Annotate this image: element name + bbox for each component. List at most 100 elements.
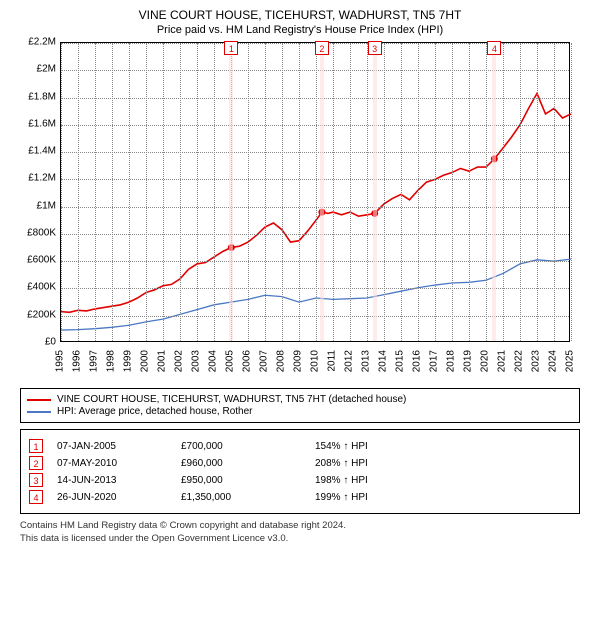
grid-line-vertical: [146, 43, 147, 341]
chart-title-block: VINE COURT HOUSE, TICEHURST, WADHURST, T…: [12, 8, 588, 36]
y-tick-label: £1.4M: [28, 146, 56, 157]
sales-hpi: 154% ↑ HPI: [315, 441, 435, 452]
y-tick-label: £400K: [27, 282, 56, 293]
grid-line-vertical: [248, 43, 249, 341]
sales-hpi: 198% ↑ HPI: [315, 475, 435, 486]
footer-attribution: Contains HM Land Registry data © Crown c…: [20, 520, 580, 546]
sales-num-box: 1: [29, 439, 43, 453]
grid-line-vertical: [571, 43, 572, 341]
sales-date: 14-JUN-2013: [57, 475, 167, 486]
y-tick-label: £2M: [37, 64, 56, 75]
plot-area: 1234: [60, 42, 570, 342]
sale-marker-box: 3: [368, 41, 382, 55]
sales-row: 426-JUN-2020£1,350,000199% ↑ HPI: [29, 490, 571, 504]
grid-line-vertical: [384, 43, 385, 341]
x-tick-label: 2014: [378, 350, 389, 372]
sales-date: 26-JUN-2020: [57, 492, 167, 503]
sale-marker-box: 2: [315, 41, 329, 55]
grid-line-vertical: [61, 43, 62, 341]
x-tick-label: 1999: [123, 350, 134, 372]
grid-line-vertical: [503, 43, 504, 341]
x-tick-label: 1996: [72, 350, 83, 372]
sales-row: 1 07-JAN-2005 £700,000 154% ↑ HPI: [29, 439, 571, 453]
x-tick-label: 2001: [157, 350, 168, 372]
y-tick-label: £1.8M: [28, 91, 56, 102]
grid-line-vertical: [163, 43, 164, 341]
sales-num-box: 4: [29, 490, 43, 504]
sales-num-box: 2: [29, 456, 43, 470]
x-tick-label: 2011: [327, 350, 338, 372]
legend-label: VINE COURT HOUSE, TICEHURST, WADHURST, T…: [57, 394, 406, 405]
grid-line-vertical: [554, 43, 555, 341]
sale-marker-box: 4: [487, 41, 501, 55]
y-tick-label: £0: [45, 337, 56, 348]
grid-line-vertical: [95, 43, 96, 341]
y-tick-label: £1.2M: [28, 173, 56, 184]
sales-price: £700,000: [181, 441, 301, 452]
x-tick-label: 2003: [191, 350, 202, 372]
sales-date: 07-JAN-2005: [57, 441, 167, 452]
grid-line-vertical: [282, 43, 283, 341]
grid-line-vertical: [112, 43, 113, 341]
x-tick-label: 2000: [140, 350, 151, 372]
legend-row-hpi: HPI: Average price, detached house, Roth…: [27, 406, 573, 417]
sales-row: 3 14-JUN-2013 £950,000 198% ↑ HPI: [29, 473, 571, 487]
legend: VINE COURT HOUSE, TICEHURST, WADHURST, T…: [20, 388, 580, 423]
sales-price: £960,000: [181, 458, 301, 469]
footer-line-2: This data is licensed under the Open Gov…: [20, 533, 580, 546]
legend-swatch: [27, 399, 51, 401]
x-tick-label: 1995: [55, 350, 66, 372]
grid-line-vertical: [486, 43, 487, 341]
sales-row: 207-MAY-2010£960,000208% ↑ HPI: [29, 456, 571, 470]
grid-line-vertical: [520, 43, 521, 341]
x-tick-label: 2002: [174, 350, 185, 372]
y-tick-label: £600K: [27, 255, 56, 266]
chart-title-main: VINE COURT HOUSE, TICEHURST, WADHURST, T…: [12, 8, 588, 22]
grid-line-vertical: [350, 43, 351, 341]
x-tick-label: 2006: [242, 350, 253, 372]
x-tick-label: 2022: [514, 350, 525, 372]
grid-line-vertical: [367, 43, 368, 341]
legend-row-property: VINE COURT HOUSE, TICEHURST, WADHURST, T…: [27, 394, 573, 405]
y-tick-label: £1.6M: [28, 118, 56, 129]
sale-band: [229, 43, 233, 341]
grid-line-vertical: [435, 43, 436, 341]
x-tick-label: 2007: [259, 350, 270, 372]
y-tick-label: £200K: [27, 309, 56, 320]
grid-line-vertical: [469, 43, 470, 341]
sale-band: [320, 43, 324, 341]
x-tick-label: 2019: [463, 350, 474, 372]
x-tick-label: 2009: [293, 350, 304, 372]
y-tick-label: £1M: [37, 200, 56, 211]
x-tick-label: 2020: [480, 350, 491, 372]
chart-area: £0£200K£400K£600K£800K£1M£1.2M£1.4M£1.6M…: [20, 42, 580, 382]
sales-table: 107-JAN-2005£700,000154% ↑ HPI207-MAY-20…: [20, 429, 580, 514]
x-tick-label: 2017: [429, 350, 440, 372]
sales-price: £950,000: [181, 475, 301, 486]
sale-band: [373, 43, 377, 341]
grid-line-vertical: [197, 43, 198, 341]
grid-line-vertical: [537, 43, 538, 341]
x-tick-label: 2021: [497, 350, 508, 372]
grid-line-vertical: [129, 43, 130, 341]
sales-price: £1,350,000: [181, 492, 301, 503]
x-tick-label: 2023: [531, 350, 542, 372]
sales-num-box: 3: [29, 473, 43, 487]
x-tick-label: 2012: [344, 350, 355, 372]
y-tick-label: £2.2M: [28, 37, 56, 48]
grid-line-vertical: [316, 43, 317, 341]
x-tick-label: 2013: [361, 350, 372, 372]
x-tick-label: 2004: [208, 350, 219, 372]
x-tick-label: 2015: [395, 350, 406, 372]
footer-line-1: Contains HM Land Registry data © Crown c…: [20, 520, 580, 533]
x-tick-label: 2008: [276, 350, 287, 372]
legend-label: HPI: Average price, detached house, Roth…: [57, 406, 253, 417]
x-tick-label: 2025: [565, 350, 576, 372]
x-tick-label: 2010: [310, 350, 321, 372]
grid-line-vertical: [180, 43, 181, 341]
grid-line-vertical: [214, 43, 215, 341]
x-tick-label: 1997: [89, 350, 100, 372]
sales-hpi: 208% ↑ HPI: [315, 458, 435, 469]
grid-line-vertical: [78, 43, 79, 341]
x-axis: 1995199619971998199920002001200220032004…: [60, 346, 570, 382]
